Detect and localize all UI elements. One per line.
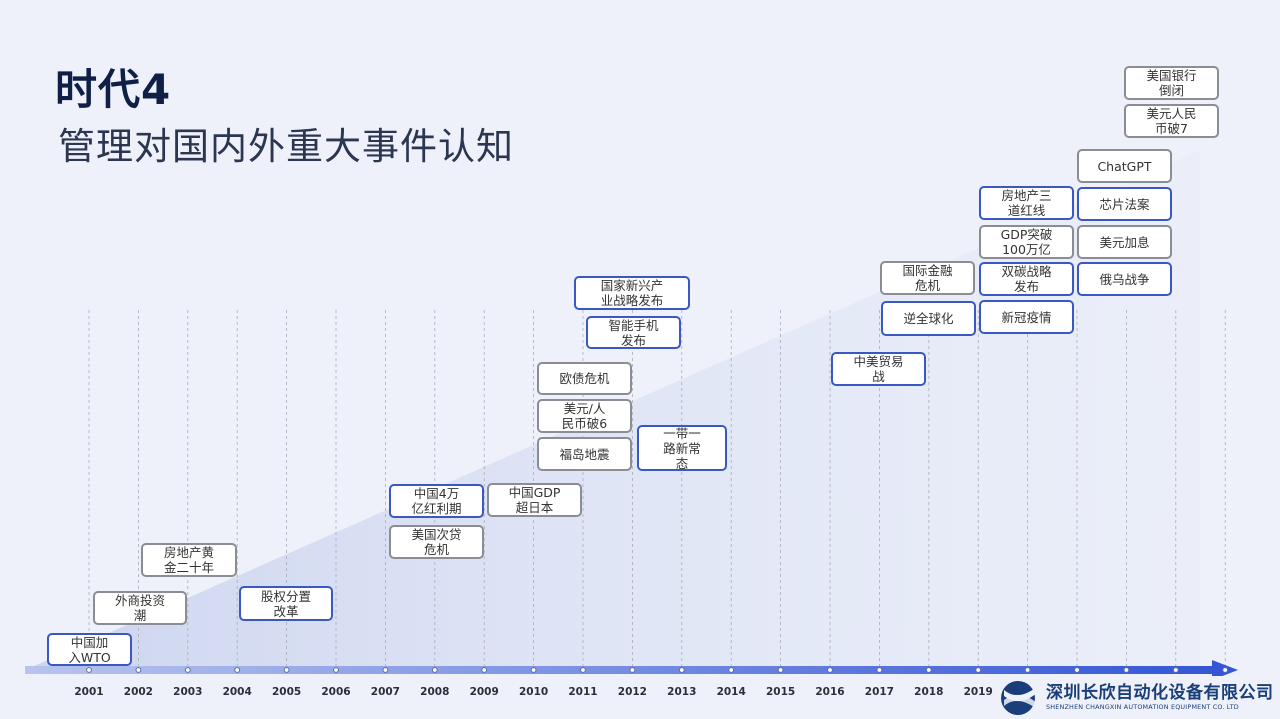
year-label: 2009 — [469, 686, 499, 698]
year-dot — [135, 667, 142, 673]
year-dot — [1024, 667, 1031, 673]
event-box: 国际金融 危机 — [880, 261, 975, 295]
year-label: 2015 — [765, 686, 796, 698]
event-box: 双碳战略 发布 — [979, 262, 1074, 296]
event-box: 福岛地震 — [537, 437, 632, 471]
event-box: 美元人民 币破7 — [1124, 104, 1219, 138]
year-label: 2013 — [667, 686, 697, 698]
year-dot — [86, 667, 92, 673]
year-dot — [481, 667, 488, 673]
year-label: 2003 — [173, 686, 203, 698]
year-label: 2014 — [716, 686, 746, 698]
year-dot — [382, 667, 389, 673]
year-dot — [1222, 667, 1229, 673]
event-box: 美国银行 倒闭 — [1124, 66, 1219, 100]
event-box: GDP突破 100万亿 — [979, 225, 1074, 259]
year-label: 2016 — [815, 686, 845, 698]
event-box: 美元/人 民币破6 — [537, 399, 632, 433]
event-box: ChatGPT — [1077, 149, 1172, 183]
page-title: 时代4 — [55, 65, 172, 114]
year-dot — [580, 667, 586, 673]
event-box: 欧债危机 — [537, 362, 632, 395]
year-label: 2018 — [914, 686, 944, 698]
event-box: 房地产黄 金二十年 — [141, 543, 237, 577]
event-box: 中美贸易 战 — [831, 352, 926, 386]
year-dot — [234, 667, 241, 673]
year-label: 2010 — [518, 686, 549, 698]
year-dot — [530, 667, 537, 673]
year-dot — [431, 667, 438, 673]
year-label: 2006 — [321, 686, 351, 698]
year-dot — [827, 667, 833, 673]
company-logo-icon — [1001, 680, 1038, 715]
year-label: 2017 — [864, 686, 894, 698]
event-box: 国家新兴产 业战略发布 — [574, 276, 690, 310]
year-dot — [629, 667, 636, 673]
year-dot — [678, 667, 685, 673]
page-subtitle: 管理对国内外重大事件认知 — [58, 125, 514, 168]
event-box: 中国4万 亿红利期 — [389, 484, 484, 518]
event-box: 一带一 路新常 态 — [637, 425, 727, 471]
year-label: 2008 — [420, 686, 450, 698]
company-name-en: SHENZHEN CHANGXIN AUTOMATION EQUIPMENT C… — [1046, 703, 1239, 711]
year-label: 2001 — [74, 686, 104, 698]
year-dot — [1172, 667, 1179, 673]
year-dot — [728, 667, 735, 673]
year-label: 2011 — [568, 686, 598, 698]
year-dot — [777, 667, 784, 673]
year-label: 2005 — [271, 686, 302, 698]
event-box: 美元加息 — [1077, 225, 1172, 259]
event-box: 美国次贷 危机 — [389, 525, 484, 559]
year-label: 2007 — [370, 686, 400, 698]
year-dot — [876, 667, 883, 673]
year-dot — [1123, 667, 1130, 673]
year-dot — [333, 667, 339, 673]
event-box: 新冠疫情 — [979, 300, 1074, 334]
event-box: 中国加 入WTO — [47, 633, 132, 666]
timeline-axis — [25, 666, 1215, 674]
event-box: 外商投资 潮 — [93, 591, 187, 625]
year-dot — [184, 667, 191, 673]
year-label: 2002 — [123, 686, 153, 698]
year-dot — [975, 667, 982, 673]
year-dot — [925, 667, 932, 673]
year-label: 2019 — [963, 686, 993, 698]
event-box: 中国GDP 超日本 — [487, 483, 582, 517]
event-box: 房地产三 道红线 — [979, 186, 1074, 220]
year-dot — [1074, 667, 1080, 673]
event-box: 芯片法案 — [1077, 187, 1172, 221]
year-label: 2004 — [222, 686, 252, 698]
event-box: 俄乌战争 — [1077, 262, 1172, 296]
year-dot — [283, 667, 290, 673]
event-box: 智能手机 发布 — [586, 316, 681, 349]
event-box: 股权分置 改革 — [239, 586, 333, 621]
company-logo: 深圳长欣自动化设备有限公司 SHENZHEN CHANGXIN AUTOMATI… — [1000, 676, 1280, 719]
company-name-cn: 深圳长欣自动化设备有限公司 — [1046, 683, 1274, 703]
year-label: 2012 — [617, 686, 647, 698]
event-box: 逆全球化 — [881, 301, 976, 336]
